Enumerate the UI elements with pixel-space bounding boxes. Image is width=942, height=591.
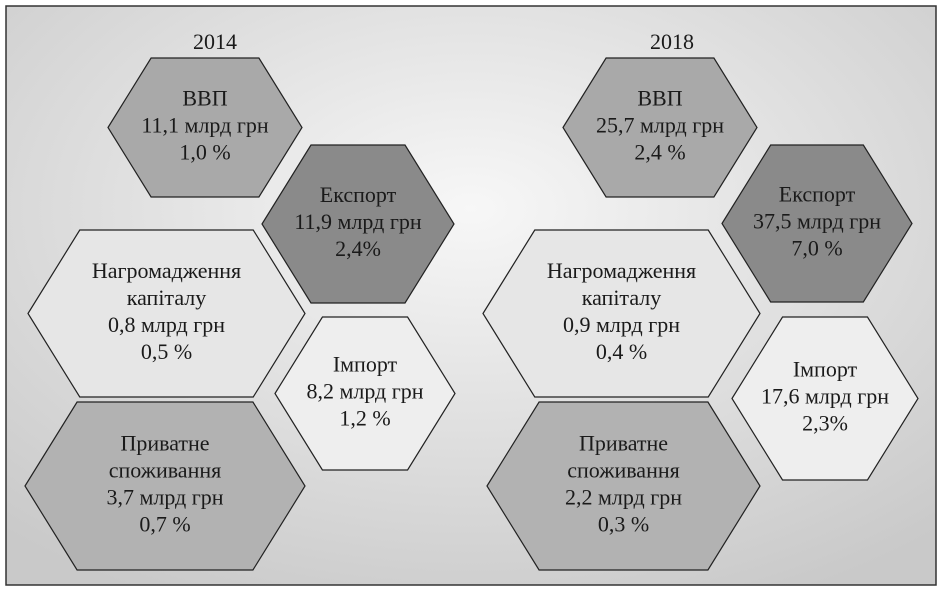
hex-label: споживання [109, 458, 222, 483]
hex-label: капіталу [582, 285, 662, 310]
hex-label: споживання [567, 458, 680, 483]
hex-label: 1,2 % [339, 406, 390, 431]
hex-label: Експорт [320, 182, 397, 207]
hexagon [562, 57, 758, 198]
hex-label: 2,4 % [634, 140, 685, 165]
hex-label: 3,7 млрд грн [106, 485, 223, 510]
hex-label: 0,4 % [596, 339, 647, 364]
hex-label: 11,9 млрд грн [294, 209, 422, 234]
hex-label: Приватне [579, 431, 668, 456]
hex-label: 25,7 млрд грн [596, 113, 724, 138]
hex-label: 2,2 млрд грн [565, 485, 682, 510]
hex-label: 0,7 % [139, 512, 190, 537]
panel-year: 2014 [193, 29, 237, 54]
hex-label: 7,0 % [791, 236, 842, 261]
hex-label: 37,5 млрд грн [753, 209, 881, 234]
hex-label: 17,6 млрд грн [761, 384, 889, 409]
hex-label: 0,3 % [598, 512, 649, 537]
hex-label: 8,2 млрд грн [306, 379, 423, 404]
hexagon [721, 144, 913, 303]
hex-label: ВВП [637, 86, 682, 111]
hexagon [486, 401, 761, 571]
hex-label: Нагромадження [92, 258, 241, 283]
hex-label: 1,0 % [179, 140, 230, 165]
hex-label: капіталу [127, 285, 207, 310]
hex-label: 2,4% [335, 236, 381, 261]
hexagon [107, 57, 303, 198]
hex-label: Імпорт [333, 352, 398, 377]
panel-year: 2018 [650, 29, 694, 54]
hex-label: Нагромадження [547, 258, 696, 283]
hexagon [731, 316, 919, 481]
hexagon [24, 401, 306, 571]
hexagon [482, 229, 761, 398]
hex-label: 11,1 млрд грн [141, 113, 269, 138]
hexagon [261, 144, 455, 304]
hex-label: Приватне [120, 431, 209, 456]
hex-label: ВВП [182, 86, 227, 111]
hex-label: 2,3% [802, 411, 848, 436]
hexagon [27, 229, 306, 398]
hex-label: 0,9 млрд грн [563, 312, 680, 337]
hex-label: Експорт [779, 182, 856, 207]
hex-label: 0,5 % [141, 339, 192, 364]
hexagon [274, 316, 456, 471]
hex-label: 0,8 млрд грн [108, 312, 225, 337]
hex-label: Імпорт [793, 357, 858, 382]
